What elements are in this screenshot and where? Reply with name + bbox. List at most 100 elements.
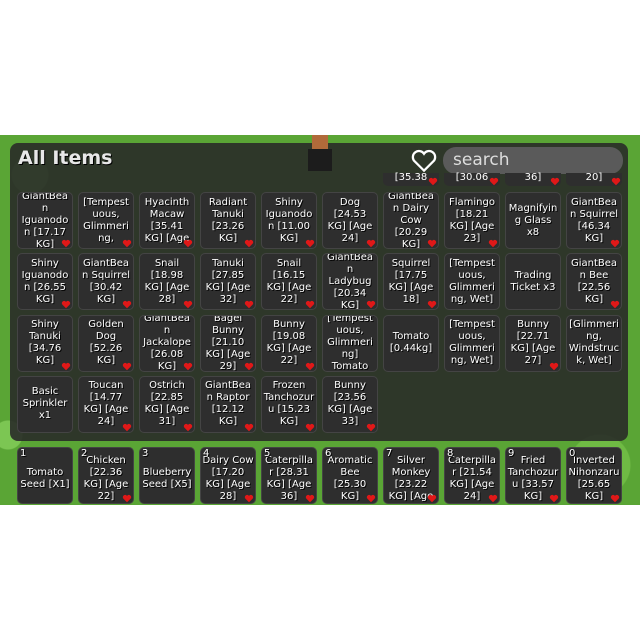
favorite-heart [366, 239, 376, 248]
item-slot[interactable]: Flamingo [18.21 KG] [Age 23] [444, 192, 500, 249]
item-slot[interactable]: GiantBean Squirrel [46.34 KG] [566, 192, 622, 249]
hotbar-slot[interactable]: 5 Caterpillar [28.31 KG] [Age 36] [261, 447, 317, 504]
item-slot[interactable]: Magnifying Glass x8 [505, 192, 561, 249]
item-slot[interactable]: [Tempestuous, Glimmering, Wet] [444, 253, 500, 311]
hotbar-slot[interactable]: 2 Chicken [22.36 KG] [Age 22] [78, 447, 134, 504]
hotbar-slot[interactable]: 9 Fried Tanchozuru [33.57 KG] [505, 447, 561, 504]
item-slot[interactable]: Tomato [0.44kg] [383, 314, 439, 372]
favorite-heart [122, 301, 132, 309]
item-slot[interactable]: Radiant Tanuki [23.26 KG] [200, 192, 256, 249]
item-slot-partial[interactable]: [30.06 [444, 173, 500, 186]
slot-number: 7 [386, 448, 393, 459]
favorite-heart [244, 239, 254, 248]
item-slot[interactable]: GiantBean Ladybug [20.34 KG] [322, 253, 378, 311]
item-slot[interactable]: Squirrel [17.75 KG] [Age 18] [383, 253, 439, 311]
item-label: Flamingo [18.21 KG] [Age 23] [449, 196, 495, 244]
item-label: Magnifying Glass x8 [508, 202, 558, 238]
hotbar-slot[interactable]: 3 Blueberry Seed [X5] [139, 447, 195, 504]
hotbar-slot[interactable]: 0 Inverted Nihonzaru [25.65 KG] [566, 447, 622, 504]
item-slot[interactable]: [Tempestuous, Glimmering] Tomato [322, 314, 378, 372]
favorite-heart [428, 177, 438, 186]
item-label: Frozen Tanchozuru [15.23 KG] [263, 380, 315, 428]
hotbar-slot[interactable]: 8 Caterpillar [21.54 KG] [Age 24] [444, 447, 500, 504]
item-label: Basic Sprinkler x1 [22, 386, 68, 422]
favorite-heart [489, 177, 499, 186]
favorite-heart [61, 301, 71, 309]
panel-title: All Items [18, 147, 113, 169]
item-slot[interactable]: Ostrich [22.85 KG] [Age 31] [139, 375, 195, 433]
item-slot[interactable]: Snail [16.15 KG] [Age 22] [261, 253, 317, 311]
slot-number: 9 [508, 448, 515, 459]
item-slot[interactable]: Toucan [14.77 KG] [Age 24] [78, 375, 134, 433]
favorite-heart [611, 177, 621, 186]
item-label: Bunny [22.71 KG] [Age 27] [510, 319, 556, 367]
favorites-filter[interactable] [410, 147, 438, 174]
item-slot[interactable]: Frozen Tanchozuru [15.23 KG] [261, 375, 317, 433]
item-label: Tomato Seed [X1] [20, 467, 70, 490]
item-slot[interactable]: [Tempestuous, Glimmering, Wet] [444, 314, 500, 372]
item-label: Bagel Bunny [21.10 KG] [Age 29] [205, 314, 251, 372]
item-label: [Tempestuous, Glimmering, Wet] [449, 319, 495, 367]
item-slot[interactable]: Bunny [23.56 KG] [Age 33] [322, 375, 378, 433]
item-label: Tanuki [27.85 KG] [Age 32] [205, 257, 251, 305]
favorite-heart [550, 177, 560, 186]
item-slot[interactable]: Shiny Iguanodon [11.00 KG] [261, 192, 317, 249]
item-label: Squirrel [17.75 KG] [Age 18] [388, 257, 434, 305]
hotbar-slot[interactable]: 7 Silver Monkey [23.22 KG] [Age [383, 447, 439, 504]
item-slot[interactable]: GiantBean Bee [22.56 KG] [566, 253, 622, 311]
item-label: GiantBean Dairy Cow [20.29 KG] [387, 192, 435, 249]
item-slot[interactable]: GiantBean Dairy Cow [20.29 KG] [383, 192, 439, 249]
item-slot[interactable]: GiantBean Raptor [12.12 KG] [200, 375, 256, 433]
item-slot[interactable]: Tanuki [27.85 KG] [Age 32] [200, 253, 256, 311]
item-slot[interactable]: Hyacinth Macaw [35.41 KG] [Age [139, 192, 195, 249]
favorite-heart [488, 494, 498, 503]
favorite-heart [183, 423, 193, 432]
item-slot-partial[interactable]: 20] [566, 173, 622, 186]
slot-number: 4 [203, 448, 210, 459]
item-slot[interactable]: GiantBean Squirrel [30.42 KG] [78, 253, 134, 311]
item-slot[interactable]: Golden Dog [52.26 KG] [78, 314, 134, 372]
item-slot[interactable]: Shiny Iguanodon [26.55 KG] [17, 253, 73, 311]
favorite-heart [244, 494, 254, 503]
item-slot[interactable]: GiantBean Jackalope [26.08 KG] [139, 314, 195, 372]
item-label: Inverted Nihonzaru [25.65 KG] [568, 455, 620, 502]
favorite-heart [366, 301, 376, 309]
favorite-heart [122, 423, 132, 432]
item-label: Ostrich [22.85 KG] [Age 31] [144, 380, 190, 428]
item-slot[interactable]: GiantBean Iguanodon [17.17 KG] [17, 192, 73, 249]
item-label: Shiny Iguanodon [26.55 KG] [21, 257, 69, 305]
item-slot[interactable]: Basic Sprinkler x1 [17, 375, 73, 433]
favorite-heart [244, 362, 254, 370]
item-slot[interactable]: [Tempestuous, Glimmering, [78, 192, 134, 249]
favorite-heart [305, 301, 315, 309]
favorite-heart [305, 494, 315, 503]
item-slot[interactable]: Trading Ticket x3 [505, 253, 561, 311]
search-box[interactable]: search [443, 147, 623, 174]
favorite-heart [305, 239, 315, 248]
hotbar-slot[interactable]: 6 Aromatic Bee [25.30 KG] [322, 447, 378, 504]
item-slot[interactable]: Snail [18.98 KG] [Age 28] [139, 253, 195, 311]
favorite-heart [305, 423, 315, 432]
item-slot[interactable]: [Glimmering, Windstruck, Wet] [566, 314, 622, 372]
item-label: GiantBean Iguanodon [17.17 KG] [21, 192, 69, 249]
item-slot-partial[interactable]: [35.38 [383, 173, 439, 186]
item-label: GiantBean Squirrel [30.42 KG] [81, 257, 131, 305]
favorite-heart [366, 423, 376, 432]
item-label: Snail [18.98 KG] [Age 28] [144, 257, 190, 305]
item-slot[interactable]: Bunny [22.71 KG] [Age 27] [505, 314, 561, 372]
item-label: Shiny Iguanodon [11.00 KG] [265, 196, 313, 244]
favorite-heart [61, 362, 71, 370]
item-label: Shiny Tanuki [34.76 KG] [28, 319, 62, 367]
hotbar-slot[interactable]: 1 Tomato Seed [X1] [17, 447, 73, 504]
item-slot[interactable]: Dog [24.53 KG] [Age 24] [322, 192, 378, 249]
item-slot[interactable]: Bunny [19.08 KG] [Age 22] [261, 314, 317, 372]
item-label: Caterpillar [28.31 KG] [Age 36] [264, 455, 314, 502]
item-label: Bunny [19.08 KG] [Age 22] [266, 319, 312, 367]
hotbar-slot[interactable]: 4 Dairy Cow [17.20 KG] [Age 28] [200, 447, 256, 504]
item-slot-partial[interactable]: 36] [505, 173, 561, 186]
item-slot[interactable]: Bagel Bunny [21.10 KG] [Age 29] [200, 314, 256, 372]
item-slot[interactable]: Shiny Tanuki [34.76 KG] [17, 314, 73, 372]
favorite-heart [244, 301, 254, 309]
item-label: Caterpillar [21.54 KG] [Age 24] [447, 455, 497, 502]
item-label: Toucan [14.77 KG] [Age 24] [83, 380, 129, 428]
